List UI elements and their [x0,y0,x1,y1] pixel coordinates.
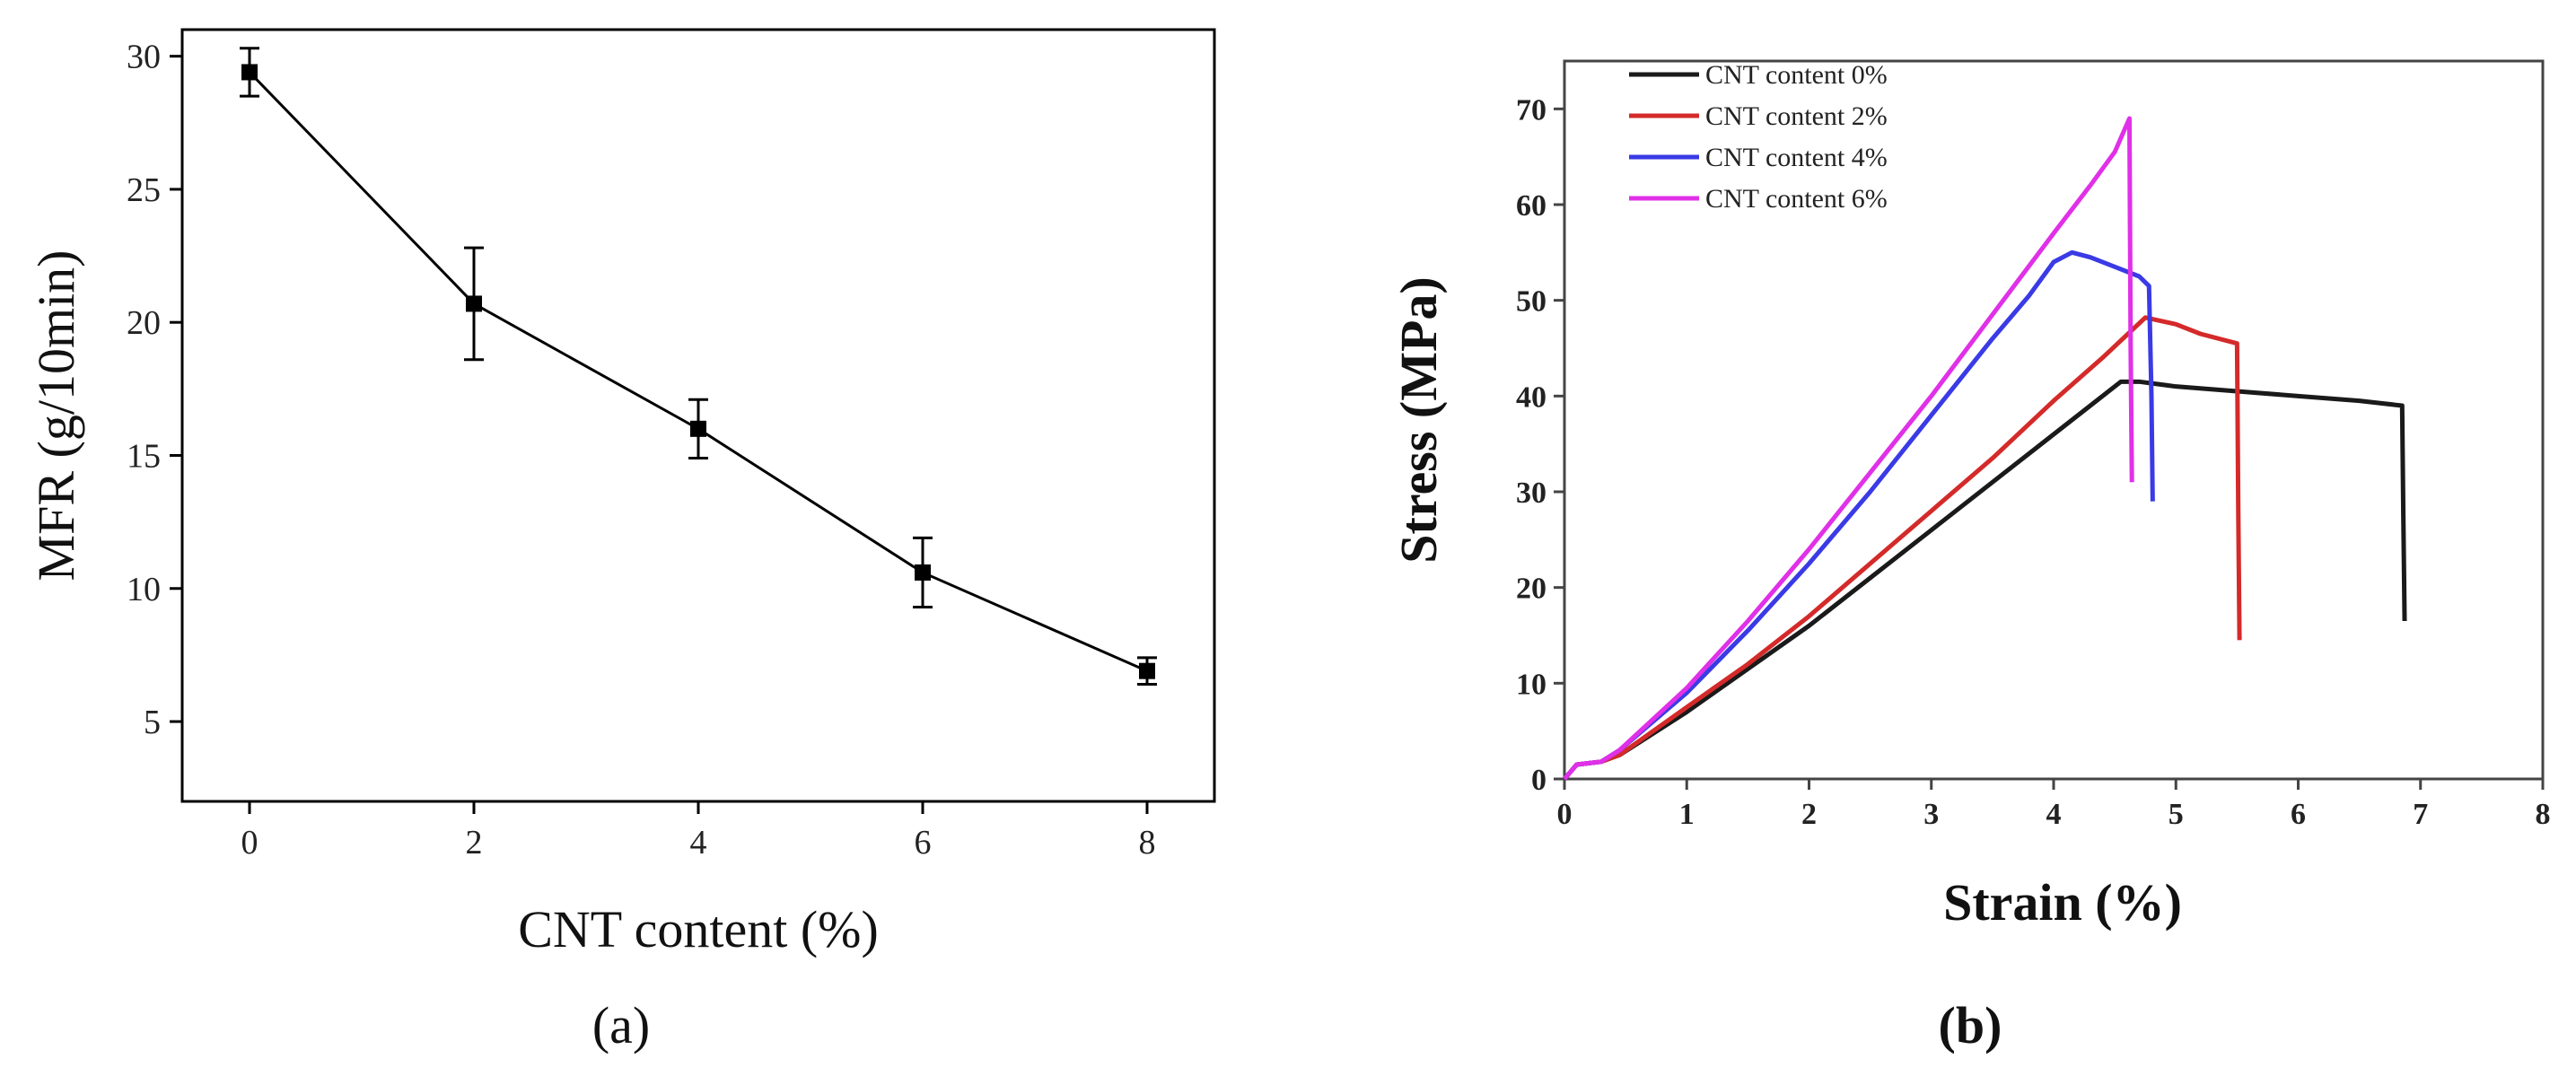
chart-b-y-tick-label: 50 [1516,285,1546,319]
chart-b-x-tick-label: 3 [1923,798,1939,831]
chart-b-legend-label: CNT content 6% [1705,184,1888,214]
chart-a-x-tick-label: 6 [915,824,932,862]
chart-b-y-tick-label: 40 [1516,381,1546,414]
chart-b-legend-item: CNT content 0% [1629,60,1888,90]
chart-b-series-line-2 [1563,249,2155,781]
chart-b-legend-label: CNT content 0% [1705,60,1888,90]
chart-a-y-axis-label: MFR (g/10min) [27,250,85,582]
chart-b-y-axis-label: Stress (MPa) [1389,276,1448,563]
chart-b-y-tick-label: 10 [1516,668,1546,701]
chart-a-y-tick-label: 10 [127,571,161,608]
chart-b-x-tick-label: 6 [2291,798,2306,831]
chart-a-y-tick-label: 25 [127,171,161,209]
chart-a-data-point [241,64,258,81]
chart-a-series-line [248,71,1148,673]
chart-b-legend-label: CNT content 4% [1705,143,1888,172]
chart-b-legend-label: CNT content 2% [1705,101,1888,131]
chart-b-y-tick-label: 60 [1516,189,1546,223]
chart-a-x-tick-label: 4 [690,824,707,862]
chart-b-legend: CNT content 0% CNT content 2% CNT content … [1629,60,1888,214]
chart-b: 0 10 20 30 40 50 60 70 0 1 2 3 4 5 6 7 8 CNT content 0%… [1389,59,2551,1054]
chart-a-x-axis-label: CNT content (%) [518,900,879,958]
chart-b-legend-item: CNT content 4% [1629,143,1888,172]
chart-a: 5 10 15 20 25 30 0 2 4 6 8 CNT content (%) MFR (g… [27,28,1216,1054]
chart-b-x-tick-label: 7 [2413,798,2428,831]
chart-b-panel-label: (b) [1939,996,2002,1054]
chart-b-series-line-3 [1563,116,2134,781]
chart-b-x-tick-label: 1 [1679,798,1695,831]
chart-a-data-point [915,564,931,581]
chart-a-x-tick-label: 8 [1139,824,1156,862]
chart-a-data-point [1139,662,1155,679]
chart-b-x-tick-label: 2 [1801,798,1817,831]
chart-a-y-tick-label: 30 [127,39,161,76]
chart-b-x-tick-label: 5 [2169,798,2184,831]
chart-b-legend-item: CNT content 2% [1629,101,1888,131]
chart-b-legend-item: CNT content 6% [1629,184,1888,214]
chart-a-y-tick-label: 5 [144,704,161,741]
chart-a-y-tick-label: 15 [127,437,161,475]
chart-a-panel-label: (a) [592,996,650,1054]
chart-a-data-point [690,420,706,437]
chart-b-x-axis: 0 1 2 3 4 5 6 7 8 [1557,779,2551,831]
chart-a-y-axis: 5 10 15 20 25 30 [127,39,182,741]
chart-b-series [1563,116,2407,781]
chart-a-x-tick-label: 0 [241,824,258,862]
chart-b-y-tick-label: 30 [1516,477,1546,510]
chart-a-y-tick-label: 20 [127,304,161,342]
chart-b-x-tick-label: 0 [1557,798,1573,831]
chart-b-x-axis-label: Strain (%) [1943,873,2182,932]
chart-b-series-line-1 [1563,315,2242,781]
chart-a-series [240,47,1157,687]
chart-b-y-axis: 0 10 20 30 40 50 60 70 [1516,93,1564,797]
chart-a-x-tick-label: 2 [466,824,483,862]
chart-b-series-line-0 [1563,379,2407,781]
chart-b-y-tick-label: 0 [1531,764,1546,797]
chart-b-x-tick-label: 8 [2536,798,2551,831]
chart-b-y-tick-label: 70 [1516,93,1546,127]
chart-a-data-point [466,295,482,312]
chart-a-x-axis: 0 2 4 6 8 [241,801,1156,862]
chart-b-y-tick-label: 20 [1516,573,1546,606]
chart-b-x-tick-label: 4 [2046,798,2062,831]
